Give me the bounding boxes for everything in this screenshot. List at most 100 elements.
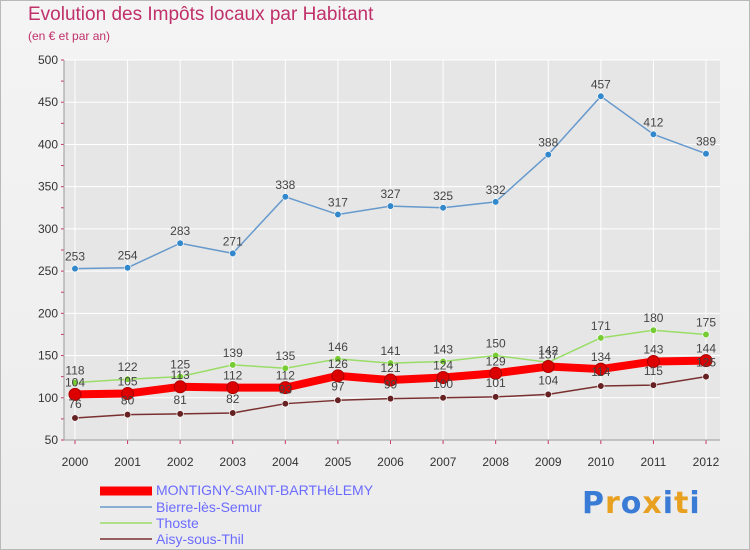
data-label: 144 [696, 342, 716, 356]
data-point [492, 393, 500, 401]
data-point [229, 409, 237, 417]
x-tick-label: 2001 [114, 455, 141, 469]
data-point [384, 373, 397, 387]
data-point [71, 264, 79, 273]
data-label: 115 [644, 364, 663, 378]
y-tick-label: 350 [38, 180, 58, 194]
data-point [649, 326, 658, 334]
legend-label-montigny: MONTIGNY-SAINT-BARTHéLEMY [156, 482, 374, 498]
data-point [702, 373, 710, 381]
data-label: 143 [643, 342, 663, 356]
data-label: 388 [538, 136, 558, 150]
data-label: 129 [486, 354, 506, 368]
legend-swatch-montigny [100, 486, 152, 496]
data-label: 180 [643, 311, 663, 325]
data-point [123, 264, 132, 272]
data-label: 76 [68, 397, 82, 411]
data-point [439, 394, 447, 402]
data-point [439, 357, 447, 366]
data-label: 171 [591, 319, 611, 333]
data-point [176, 373, 184, 381]
data-label: 122 [118, 360, 138, 374]
legend-label-bierre: Bierre-lès-Semur [156, 499, 262, 515]
data-point [123, 411, 132, 419]
data-point [702, 150, 710, 158]
data-label: 412 [643, 115, 663, 129]
data-label: 338 [275, 178, 295, 192]
data-point [334, 210, 342, 219]
chart-title: Evolution des Impôts locaux par Habitant [28, 4, 374, 25]
data-point [594, 362, 608, 376]
data-label: 99 [384, 378, 398, 392]
data-point [649, 130, 658, 138]
logo-letter: i [689, 486, 701, 521]
data-point [331, 369, 345, 383]
logo-letter: P [582, 486, 605, 521]
data-point [439, 204, 447, 212]
data-label: 141 [380, 344, 400, 358]
data-label: 124 [433, 359, 453, 373]
data-point [544, 390, 552, 399]
data-point [646, 354, 660, 368]
data-label: 114 [591, 365, 610, 379]
data-label: 97 [331, 379, 345, 393]
data-point [334, 355, 342, 363]
data-label: 146 [328, 340, 348, 354]
data-point [176, 239, 184, 247]
x-tick-label: 2012 [693, 455, 720, 469]
data-point [597, 382, 605, 390]
data-label: 175 [696, 315, 716, 329]
data-label: 100 [433, 377, 453, 391]
data-point [334, 396, 342, 404]
logo-letter: o [620, 486, 643, 521]
data-point [123, 375, 132, 383]
x-tick-label: 2007 [430, 455, 457, 469]
legend-swatch-bierre [100, 506, 152, 508]
x-tick-label: 2010 [587, 455, 614, 469]
data-point [121, 387, 135, 401]
data-label: 327 [380, 187, 400, 201]
chart-subtitle: (en € et par an) [28, 29, 111, 43]
data-label: 104 [65, 375, 85, 389]
data-label: 283 [170, 224, 190, 238]
data-point [544, 150, 552, 159]
data-point [173, 380, 187, 394]
data-label: 254 [118, 249, 138, 263]
y-tick-label: 50 [45, 433, 59, 447]
data-label: 150 [486, 337, 506, 351]
x-tick-label: 2009 [535, 455, 562, 469]
data-point [386, 395, 395, 403]
x-tick-label: 2008 [482, 455, 509, 469]
x-tick-label: 2002 [167, 455, 194, 469]
y-tick-label: 400 [38, 137, 58, 151]
data-point [541, 360, 555, 374]
logo-letter: r [605, 486, 621, 521]
data-point [492, 351, 500, 360]
data-label: 125 [170, 358, 190, 372]
data-point [71, 378, 79, 387]
data-label: 113 [171, 368, 190, 382]
x-tick-label: 2004 [272, 455, 299, 469]
data-label: 118 [65, 364, 84, 378]
data-point [386, 202, 395, 210]
x-tick-label: 2005 [325, 455, 352, 469]
data-label: 112 [223, 369, 242, 383]
data-point [71, 414, 79, 422]
data-point [229, 361, 237, 369]
legend-label-thoste: Thoste [156, 515, 199, 531]
x-tick-label: 2011 [641, 455, 667, 469]
legend-swatch-thoste [100, 522, 152, 524]
y-tick-label: 500 [38, 53, 58, 67]
y-tick-label: 150 [38, 349, 58, 363]
legend-label-aisy: Aisy-sous-Thil [156, 531, 244, 547]
data-label: 135 [275, 349, 295, 363]
data-point [176, 410, 184, 418]
data-point [597, 334, 605, 342]
logo-letter: t [674, 486, 690, 521]
data-point [649, 381, 658, 389]
data-label: 134 [591, 350, 611, 364]
logo-letter: i [662, 486, 675, 521]
data-label: 82 [226, 392, 240, 406]
data-label: 253 [65, 250, 85, 264]
data-point [229, 249, 237, 257]
